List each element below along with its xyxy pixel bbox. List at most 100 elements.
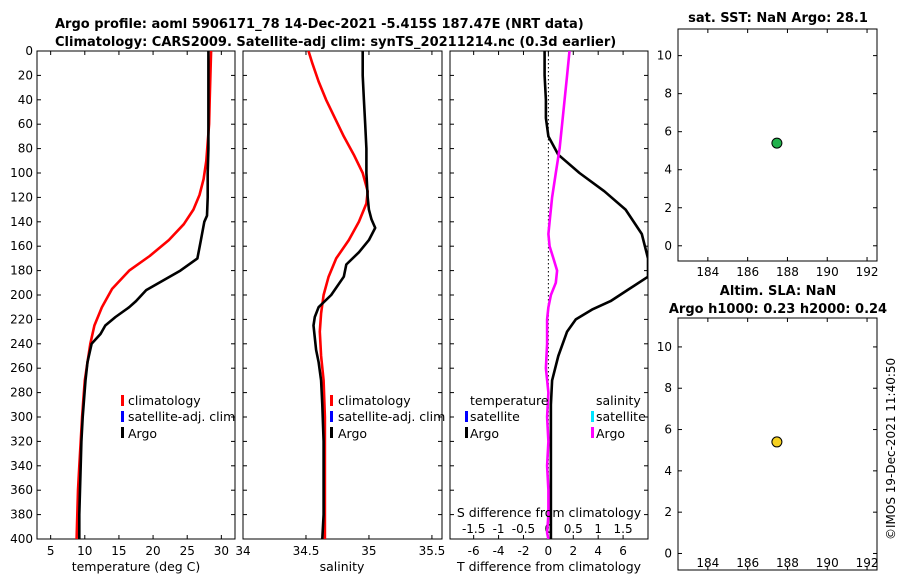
temperature-legend-argo-swatch <box>121 427 124 438</box>
difference-xtick-label: -2 <box>517 544 529 558</box>
difference-xtick-label: -6 <box>468 544 480 558</box>
sst-title: sat. SST: NaN Argo: 28.1 <box>688 11 868 26</box>
difference-legend-s-satellite: satellite <box>596 409 646 424</box>
sst-xtick-label: 186 <box>736 265 759 279</box>
salinity-plot: 34 34.5 35 35.5 <box>235 50 446 558</box>
difference-legend-t-satellite: satellite <box>470 409 520 424</box>
difference-legend-s-satellite-swatch <box>591 411 594 422</box>
temperature-ytick-label: 400 <box>10 532 33 546</box>
temperature-ytick-label: 140 <box>10 215 33 229</box>
sst-xtick-label: 192 <box>856 265 879 279</box>
sst-ytick-label: 0 <box>664 239 672 253</box>
temperature-ytick-label: 280 <box>10 386 33 400</box>
temperature-ytick-label: 200 <box>10 288 33 302</box>
sla-title-line2: Argo h1000: 0.23 h2000: 0.24 <box>669 302 887 317</box>
sst-plot-frame <box>677 28 878 262</box>
temperature-ytick-label: 320 <box>10 434 33 448</box>
sla-point <box>771 436 783 448</box>
temperature-xtick-label: 10 <box>77 544 92 558</box>
difference-legend-t-argo-swatch <box>465 427 468 438</box>
salinity-xtick-label: 34 <box>235 544 250 558</box>
sla-plot-frame <box>677 317 878 571</box>
difference-xtick2-label: -0.5 <box>512 522 535 536</box>
temperature-ytick-label: 100 <box>10 166 33 180</box>
difference-legend: temperature satellite Argo salinity sate… <box>465 393 646 441</box>
difference-series-s-diff-argo <box>544 51 571 539</box>
salinity-legend: climatology satellite-adj. clim Argo <box>330 393 445 441</box>
salinity-xtick-label: 34.5 <box>293 544 320 558</box>
difference-legend-s-argo: Argo <box>596 426 625 441</box>
difference-legend-temperature-title: temperature <box>470 393 549 408</box>
temperature-xlabel: temperature (deg C) <box>72 559 201 574</box>
difference-legend-s-argo-swatch <box>591 427 594 438</box>
temperature-ytick-label: 80 <box>18 142 33 156</box>
sla-ytick-label: 10 <box>657 340 672 354</box>
temperature-ytick-label: 380 <box>10 508 33 522</box>
sla-ytick-label: 0 <box>664 546 672 560</box>
temperature-ytick-label: 240 <box>10 337 33 351</box>
difference-xtick-label: 2 <box>569 544 577 558</box>
sst-ytick-label: 6 <box>664 125 672 139</box>
figure-title-line2: Climatology: CARS2009. Satellite-adj cli… <box>55 35 616 50</box>
difference-xlabel2: S difference from climatology <box>457 505 642 520</box>
sla-ytick-label: 6 <box>664 423 672 437</box>
imos-watermark: ©IMOS 19-Dec-2021 11:40:50 <box>884 358 898 540</box>
salinity-legend-climatology: climatology <box>338 393 411 408</box>
temperature-xtick-label: 5 <box>47 544 55 558</box>
difference-xtick-label: 4 <box>594 544 602 558</box>
difference-xlabel: T difference from climatology <box>456 559 642 574</box>
sla-plot: 0 2 4 6 8 10 184 186 188 190 192 <box>657 318 879 570</box>
temperature-series-argo <box>78 51 210 539</box>
salinity-legend-argo-swatch <box>330 427 333 438</box>
salinity-legend-climatology-swatch <box>330 395 333 406</box>
difference-xtick2-label: -1 <box>493 522 505 536</box>
temperature-ytick-label: 40 <box>18 93 33 107</box>
temperature-ytick-label: 0 <box>25 44 33 58</box>
temperature-plot-frame <box>36 50 236 540</box>
difference-plot: -6 -4 -2 0 2 4 6-1.5 -1 -0.5 0 0.5 1 1.5 <box>450 50 648 558</box>
salinity-legend-satellite-swatch <box>330 411 333 422</box>
salinity-xtick-label: 35.5 <box>419 544 446 558</box>
sst-plot: 0 2 4 6 8 10 184 186 188 190 192 <box>657 29 879 279</box>
sla-xtick-label: 184 <box>696 556 719 570</box>
temperature-legend-argo: Argo <box>128 426 157 441</box>
temperature-ytick-label: 60 <box>18 117 33 131</box>
sla-xtick-label: 192 <box>856 556 879 570</box>
difference-series-t-diff-argo <box>543 51 648 539</box>
temperature-ytick-label: 120 <box>10 190 33 204</box>
sst-ytick-label: 4 <box>664 163 672 177</box>
sla-ytick-label: 4 <box>664 464 672 478</box>
temperature-ytick-label: 160 <box>10 239 33 253</box>
temperature-legend-satellite: satellite-adj. clim <box>128 409 235 424</box>
temperature-xtick-label: 15 <box>111 544 126 558</box>
temperature-legend-satellite-swatch <box>121 411 124 422</box>
salinity-series-climatology <box>307 51 370 539</box>
temperature-legend-climatology-swatch <box>121 395 124 406</box>
difference-xtick2-label: 0.5 <box>564 522 583 536</box>
temperature-xtick-label: 25 <box>180 544 195 558</box>
difference-legend-t-argo: Argo <box>470 426 499 441</box>
temperature-legend-climatology: climatology <box>128 393 201 408</box>
sla-title-line1: Altim. SLA: NaN <box>720 284 836 299</box>
temperature-legend: climatology satellite-adj. clim Argo <box>121 393 235 441</box>
temperature-ytick-label: 340 <box>10 459 33 473</box>
sst-xtick-label: 184 <box>696 265 719 279</box>
sst-ytick-label: 8 <box>664 87 672 101</box>
sla-xtick-label: 188 <box>776 556 799 570</box>
sst-point <box>771 137 783 149</box>
salinity-legend-satellite: satellite-adj. clim <box>338 409 445 424</box>
sst-xtick-label: 190 <box>816 265 839 279</box>
difference-xtick-label: 6 <box>619 544 627 558</box>
temperature-ytick-label: 360 <box>10 483 33 497</box>
difference-xtick-label: -4 <box>493 544 505 558</box>
temperature-ytick-label: 300 <box>10 410 33 424</box>
difference-xtick-label: 0 <box>545 544 553 558</box>
temperature-xtick-label: 30 <box>214 544 229 558</box>
salinity-xtick-label: 35 <box>361 544 376 558</box>
salinity-series-argo <box>312 51 377 539</box>
salinity-legend-argo: Argo <box>338 426 367 441</box>
sst-ytick-label: 2 <box>664 201 672 215</box>
temperature-plot: 0 20 40 60 80 100 120 140 160 180 200 220 240 260 280 3… <box>10 44 235 558</box>
figure-title-line1: Argo profile: aoml 5906171_78 14-Dec-202… <box>55 17 584 32</box>
temperature-ytick-label: 260 <box>10 361 33 375</box>
